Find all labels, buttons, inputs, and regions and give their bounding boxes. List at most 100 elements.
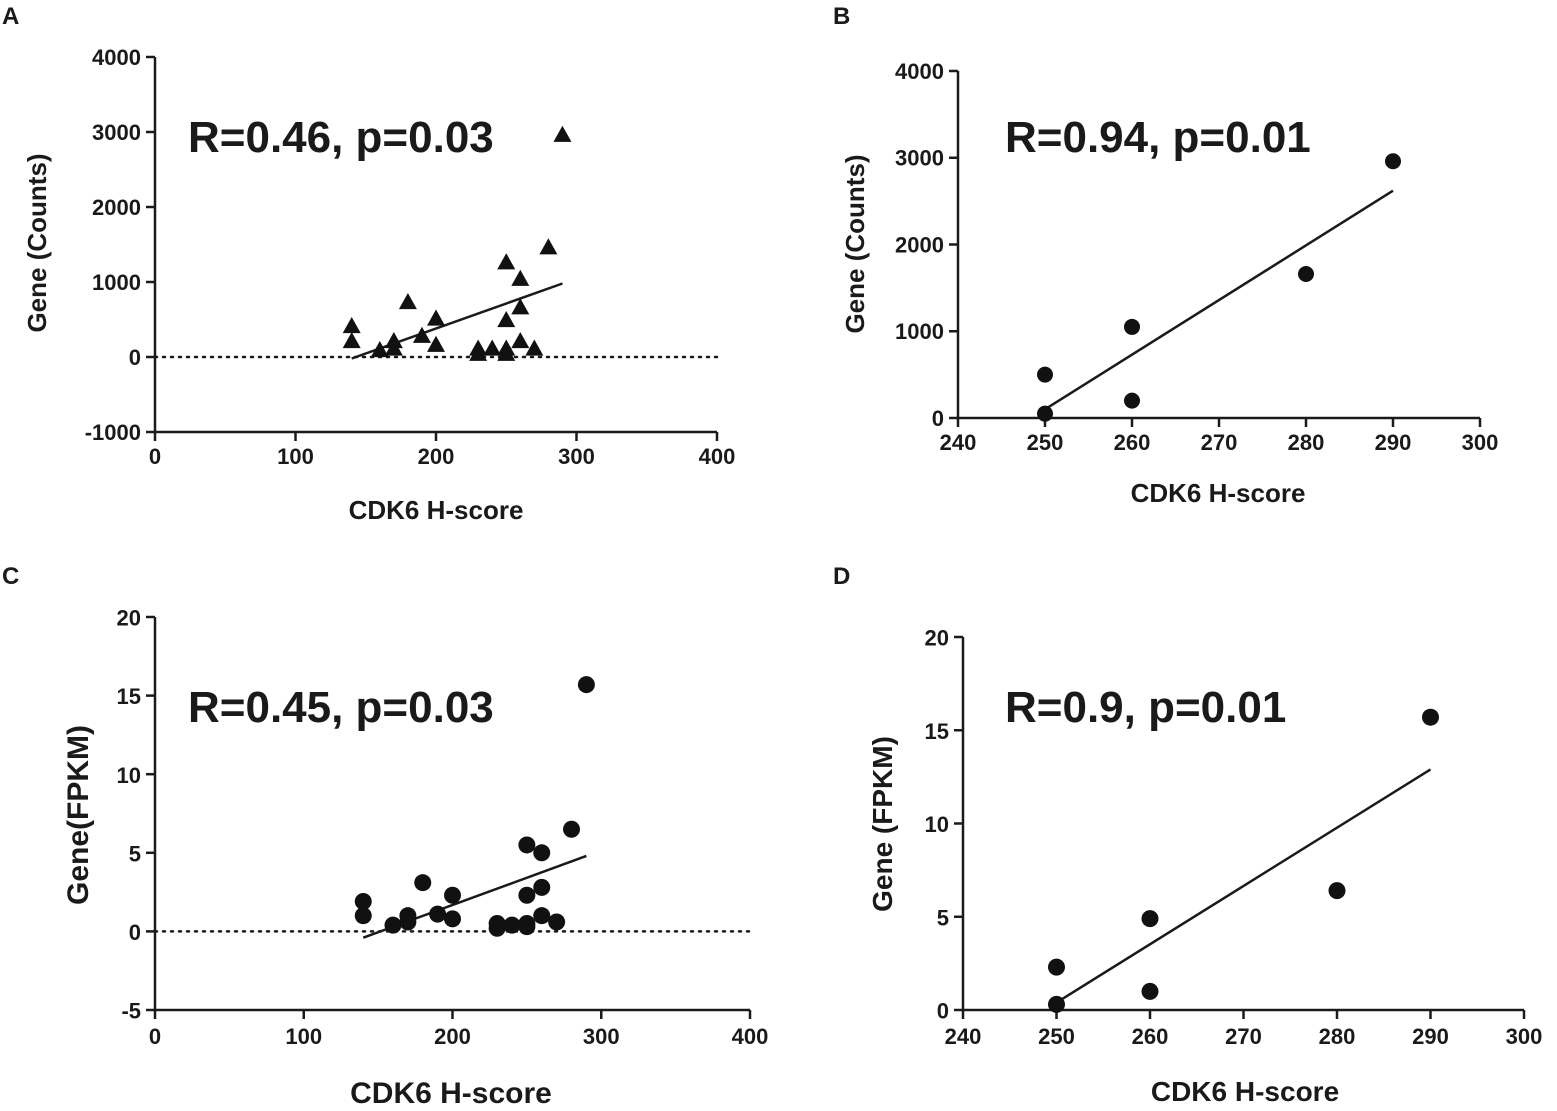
panel-b: B 240 250 260 270 280 290 30001000200030004000… xyxy=(833,3,1498,508)
data-point xyxy=(1385,153,1401,170)
data-point xyxy=(444,886,461,904)
data-point xyxy=(488,919,506,937)
data-point xyxy=(539,238,558,255)
regression-line xyxy=(1055,768,1432,1004)
data-point xyxy=(497,253,516,270)
x-tick-label: 250 xyxy=(1038,1024,1075,1049)
data-point xyxy=(483,339,502,356)
data-point xyxy=(511,298,530,315)
data-point xyxy=(444,910,461,928)
x-tick-label: 300 xyxy=(1462,430,1499,455)
y-tick-label: 20 xyxy=(117,606,141,631)
data-point xyxy=(1328,882,1346,900)
data-point xyxy=(1141,982,1159,1000)
data-point xyxy=(553,125,572,142)
y-tick-label: 5 xyxy=(937,905,949,930)
y-tick-label: -1000 xyxy=(85,420,141,445)
panel-letter: A xyxy=(2,3,19,30)
data-point xyxy=(1141,910,1159,928)
y-tick-label: -5 xyxy=(121,999,141,1024)
y-tick-label: 10 xyxy=(925,812,949,837)
panel-letter: C xyxy=(2,563,19,590)
data-point xyxy=(525,339,544,356)
y-axis-label: Gene (Counts) xyxy=(840,154,870,333)
x-tick-label: 300 xyxy=(558,444,595,469)
x-tick-label: 240 xyxy=(945,1024,982,1049)
y-tick-label: 15 xyxy=(117,684,141,709)
data-point xyxy=(342,316,361,334)
data-point xyxy=(548,913,566,931)
data-point xyxy=(354,893,372,911)
correlation-annotation: R=0.94, p=0.01 xyxy=(1005,113,1311,162)
y-axis-label: Gene (FPKM) xyxy=(867,736,898,912)
data-point xyxy=(533,844,551,862)
data-point xyxy=(563,820,580,838)
correlation-annotation: R=0.9, p=0.01 xyxy=(1005,683,1286,732)
panel-c: C 0 100 200 300 400 -5 0 5 10 15 20 R=0.45, p=0.03… xyxy=(2,563,768,1110)
data-point xyxy=(414,874,432,892)
y-axis-label: Gene(FPKM) xyxy=(62,725,95,905)
regression-line xyxy=(1044,189,1394,411)
data-point xyxy=(511,331,530,349)
data-point xyxy=(427,309,445,326)
y-tick-label: 0 xyxy=(937,999,949,1024)
x-tick-label: 300 xyxy=(1506,1024,1543,1049)
y-tick-label: 1000 xyxy=(895,319,944,344)
x-tick-label: 100 xyxy=(285,1024,322,1049)
x-axis-label: CDK6 H-score xyxy=(350,1077,552,1110)
y-tick-label: 4000 xyxy=(92,45,141,70)
data-point xyxy=(398,292,417,310)
data-point xyxy=(518,836,536,854)
data-point xyxy=(1037,366,1053,383)
x-tick-label: 300 xyxy=(583,1024,620,1049)
x-tick-label: 0 xyxy=(149,444,161,469)
data-point xyxy=(469,344,488,361)
x-tick-label: 100 xyxy=(277,444,314,469)
x-tick-label: 260 xyxy=(1114,430,1151,455)
data-point xyxy=(533,907,551,925)
x-tick-label: 200 xyxy=(434,1024,471,1049)
data-point xyxy=(342,331,361,349)
data-point xyxy=(1298,265,1314,282)
data-point xyxy=(427,335,445,352)
data-point xyxy=(1048,958,1065,976)
panel-d: D 240 250 260 270 280 290 300 0 5 10 15 20 R=0.9, p… xyxy=(833,563,1542,1107)
x-tick-label: 290 xyxy=(1375,430,1412,455)
data-point xyxy=(384,916,402,934)
data-point xyxy=(497,310,516,328)
data-point xyxy=(354,907,372,925)
x-tick-label: 280 xyxy=(1319,1024,1356,1049)
data-point xyxy=(503,916,521,934)
x-tick-label: 290 xyxy=(1412,1024,1449,1049)
x-tick-label: 400 xyxy=(732,1024,769,1049)
x-tick-label: 270 xyxy=(1201,430,1238,455)
data-point xyxy=(429,905,447,923)
y-tick-label: 0 xyxy=(129,920,141,945)
data-point xyxy=(1048,995,1065,1013)
data-point xyxy=(399,913,417,931)
x-tick-label: 400 xyxy=(699,444,736,469)
x-tick-label: 280 xyxy=(1288,430,1325,455)
y-tick-label: 15 xyxy=(925,719,949,744)
y-tick-label: 3000 xyxy=(92,120,141,145)
y-tick-label: 0 xyxy=(932,406,944,431)
x-tick-label: 270 xyxy=(1225,1024,1262,1049)
data-point xyxy=(1124,392,1140,409)
y-axis-label: Gene (Counts) xyxy=(22,153,52,332)
correlation-annotation: R=0.46, p=0.03 xyxy=(188,113,494,162)
correlation-annotation: R=0.45, p=0.03 xyxy=(188,683,494,732)
y-tick-label: 2000 xyxy=(895,232,944,257)
data-point xyxy=(384,339,403,356)
y-tick-label: 2000 xyxy=(92,195,141,220)
x-axis-label: CDK6 H-score xyxy=(1151,1076,1339,1107)
x-tick-label: 0 xyxy=(149,1024,161,1049)
x-tick-label: 200 xyxy=(418,444,455,469)
panel-letter: B xyxy=(833,3,850,30)
y-tick-label: 5 xyxy=(129,841,141,866)
x-tick-label: 260 xyxy=(1132,1024,1169,1049)
data-point xyxy=(370,340,389,358)
x-tick-label: 240 xyxy=(940,430,977,455)
data-point xyxy=(1422,708,1439,726)
y-tick-label: 4000 xyxy=(895,59,944,84)
